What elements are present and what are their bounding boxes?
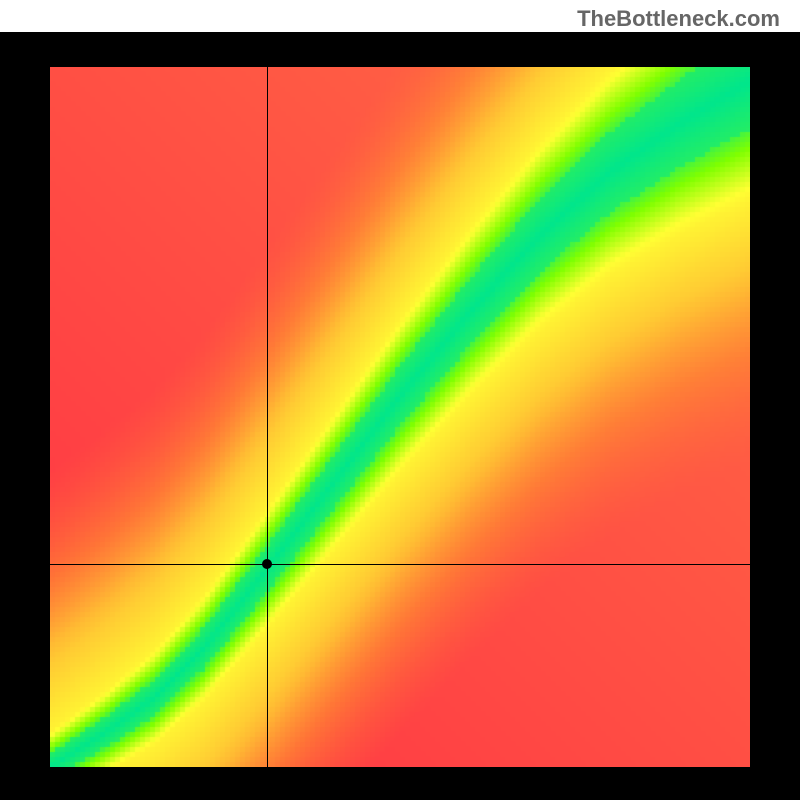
plot-area (50, 67, 750, 767)
container: TheBottleneck.com (0, 0, 800, 800)
heatmap-canvas (50, 67, 750, 767)
watermark-text: TheBottleneck.com (577, 6, 780, 32)
plot-outer-frame (0, 32, 800, 800)
marker-dot (262, 559, 272, 569)
crosshair-horizontal (50, 564, 750, 565)
crosshair-vertical (267, 67, 268, 767)
